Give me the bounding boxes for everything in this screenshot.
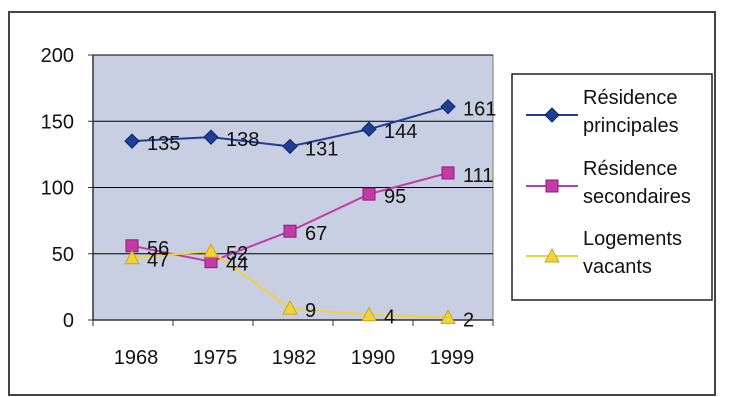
gridlines: [93, 54, 493, 255]
data-label: 56: [147, 238, 169, 260]
y-tick-label: 200: [41, 45, 74, 67]
data-point: [362, 187, 376, 201]
y-axis-ticks: 0 50 100 150 200: [41, 45, 93, 332]
x-tick-label: 1999: [430, 347, 475, 369]
legend-marker: [544, 247, 560, 263]
y-tick-label: 50: [52, 244, 74, 266]
y-tick-label: 150: [41, 111, 74, 133]
data-label: 111: [463, 165, 493, 187]
legend-label: Logements: [583, 228, 682, 250]
data-label: 138: [226, 129, 259, 151]
data-label: 52: [226, 243, 248, 265]
data-label: 4: [384, 307, 395, 329]
x-axis-ticks: 1968 1975 1982 1990 1999: [92, 320, 494, 369]
legend: Résidence principales Résidence secondaires…: [526, 87, 691, 278]
data-label: 144: [384, 121, 417, 143]
data-label: 131: [305, 138, 338, 160]
legend-label: vacants: [583, 256, 652, 278]
data-labels: 135 138 131 144 161 56 44 67 95 111 47 52 9 4 2: [147, 99, 496, 332]
x-tick-label: 1990: [351, 347, 396, 369]
data-label: 135: [147, 133, 180, 155]
data-label: 9: [305, 300, 316, 322]
data-point: [203, 129, 219, 145]
legend-label: secondaires: [583, 186, 691, 208]
legend-label: principales: [583, 115, 679, 137]
data-point: [124, 133, 140, 149]
legend-marker: [544, 107, 560, 123]
data-label: 2: [463, 309, 474, 331]
data-point: [440, 98, 456, 115]
data-point: [124, 249, 140, 265]
data-label: 67: [305, 223, 327, 245]
data-point: [282, 138, 298, 155]
chart-border: [8, 11, 716, 396]
y-tick-label: 100: [41, 178, 74, 200]
data-label: 161: [463, 99, 496, 121]
data-label: 47: [147, 250, 169, 272]
data-point: [283, 224, 297, 238]
x-tick-label: 1975: [193, 347, 238, 369]
data-point: [440, 309, 456, 324]
data-label: 95: [384, 186, 406, 208]
legend-label: Résidence: [583, 87, 678, 109]
data-label: 44: [226, 254, 248, 276]
x-tick-label: 1968: [114, 347, 159, 369]
data-point: [203, 243, 219, 258]
y-tick-label: 0: [63, 310, 74, 332]
x-tick-label: 1982: [272, 347, 317, 369]
legend-marker: [545, 179, 559, 193]
data-point: [282, 300, 298, 315]
legend-label: Résidence: [583, 158, 678, 180]
series-markers: [124, 98, 456, 324]
data-point: [441, 166, 455, 180]
data-point: [361, 306, 377, 322]
data-point: [361, 121, 377, 137]
